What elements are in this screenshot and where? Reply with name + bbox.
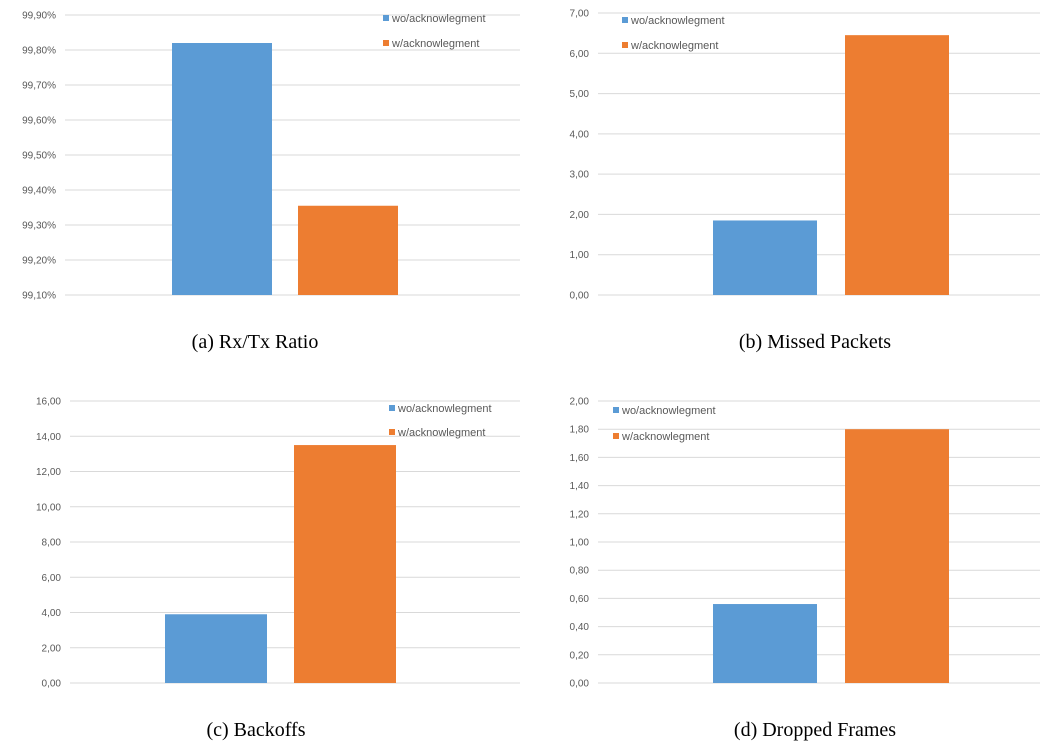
y-tick-label: 0,40 — [570, 622, 590, 633]
legend-swatch — [383, 15, 389, 21]
y-tick-label: 4,00 — [42, 608, 62, 619]
y-tick-label: 99,30% — [22, 221, 56, 232]
bar — [165, 614, 267, 683]
chart-panel: 0,00 2,00 4,00 6,00 8,00 10,00 12,00 14,00 16,00… — [36, 397, 520, 741]
y-tick-label: 99,40% — [22, 186, 56, 197]
legend-swatch — [622, 17, 628, 23]
bar — [845, 35, 949, 296]
y-tick-label: 12,00 — [36, 467, 61, 478]
legend-label: w/acknowlegment — [391, 38, 479, 50]
legend-swatch — [389, 429, 395, 435]
y-tick-label: 1,20 — [570, 509, 590, 520]
y-tick-label: 99,20% — [22, 256, 56, 267]
y-tick-label: 99,50% — [22, 151, 56, 162]
legend-swatch — [613, 433, 619, 439]
legend: wo/acknowlegment w/acknowlegment — [622, 15, 725, 52]
y-tick-label: 5,00 — [570, 89, 590, 100]
y-tick-label: 2,00 — [570, 210, 590, 221]
y-tick-label: 1,40 — [570, 481, 590, 492]
y-tick-label: 99,10% — [22, 291, 56, 302]
legend-swatch — [613, 407, 619, 413]
y-tick-label: 1,80 — [570, 425, 590, 436]
legend-label: wo/acknowlegment — [391, 13, 486, 25]
y-tick-label: 0,60 — [570, 594, 590, 605]
bar — [845, 429, 949, 683]
y-tick-label: 99,70% — [22, 81, 56, 92]
chart-caption: (b) Missed Packets — [739, 331, 891, 353]
bar — [713, 604, 817, 683]
y-tick-label: 6,00 — [42, 573, 62, 584]
y-tick-label: 1,00 — [570, 538, 590, 549]
bar — [298, 205, 398, 295]
bar — [713, 220, 817, 295]
y-tick-label: 1,60 — [570, 453, 590, 464]
y-tick-label: 0,20 — [570, 650, 590, 661]
y-tick-label: 0,00 — [42, 679, 62, 690]
legend: wo/acknowlegment w/acknowlegment — [389, 403, 492, 439]
legend-label: wo/acknowlegment — [397, 403, 492, 415]
legend-label: w/acknowlegment — [630, 40, 718, 52]
y-tick-label: 10,00 — [36, 502, 61, 513]
chart-caption: (c) Backoffs — [206, 719, 305, 741]
legend-label: wo/acknowlegment — [621, 405, 716, 417]
y-tick-label: 99,80% — [22, 46, 56, 57]
chart-panel: 99,10% 99,20% 99,30% 99,40% 99,50% 99,60% 99,7… — [22, 11, 520, 353]
y-tick-label: 6,00 — [570, 49, 590, 60]
y-tick-label: 8,00 — [42, 538, 62, 549]
legend-label: w/acknowlegment — [621, 431, 709, 443]
y-tick-label: 0,00 — [570, 291, 590, 302]
y-tick-label: 7,00 — [570, 9, 590, 20]
y-tick-label: 1,00 — [570, 250, 590, 261]
legend-label: wo/acknowlegment — [630, 15, 725, 27]
legend-swatch — [622, 42, 628, 48]
y-tick-label: 2,00 — [42, 643, 62, 654]
legend-swatch — [389, 405, 395, 411]
bar — [172, 43, 272, 295]
legend: wo/acknowlegment w/acknowlegment — [383, 13, 486, 50]
y-tick-label: 14,00 — [36, 432, 61, 443]
y-tick-label: 2,00 — [570, 397, 590, 408]
y-tick-label: 99,60% — [22, 116, 56, 127]
y-tick-label: 16,00 — [36, 397, 61, 408]
chart-panel: 0,00 1,00 2,00 3,00 4,00 5,00 6,00 7,00 wo/ackno… — [570, 9, 1040, 353]
y-tick-label: 0,80 — [570, 566, 590, 577]
y-tick-label: 99,90% — [22, 11, 56, 22]
chart-caption: (a) Rx/Tx Ratio — [192, 331, 319, 353]
y-tick-label: 3,00 — [570, 170, 590, 181]
bar — [294, 445, 396, 683]
y-tick-label: 4,00 — [570, 129, 590, 140]
chart-panel: 0,00 0,20 0,40 0,60 0,80 1,00 1,20 1,40 1,60 1,80… — [570, 397, 1040, 741]
y-tick-label: 0,00 — [570, 679, 590, 690]
legend-label: w/acknowlegment — [397, 427, 485, 439]
legend-swatch — [383, 40, 389, 46]
legend: wo/acknowlegment w/acknowlegment — [613, 405, 716, 443]
chart-caption: (d) Dropped Frames — [734, 719, 896, 741]
